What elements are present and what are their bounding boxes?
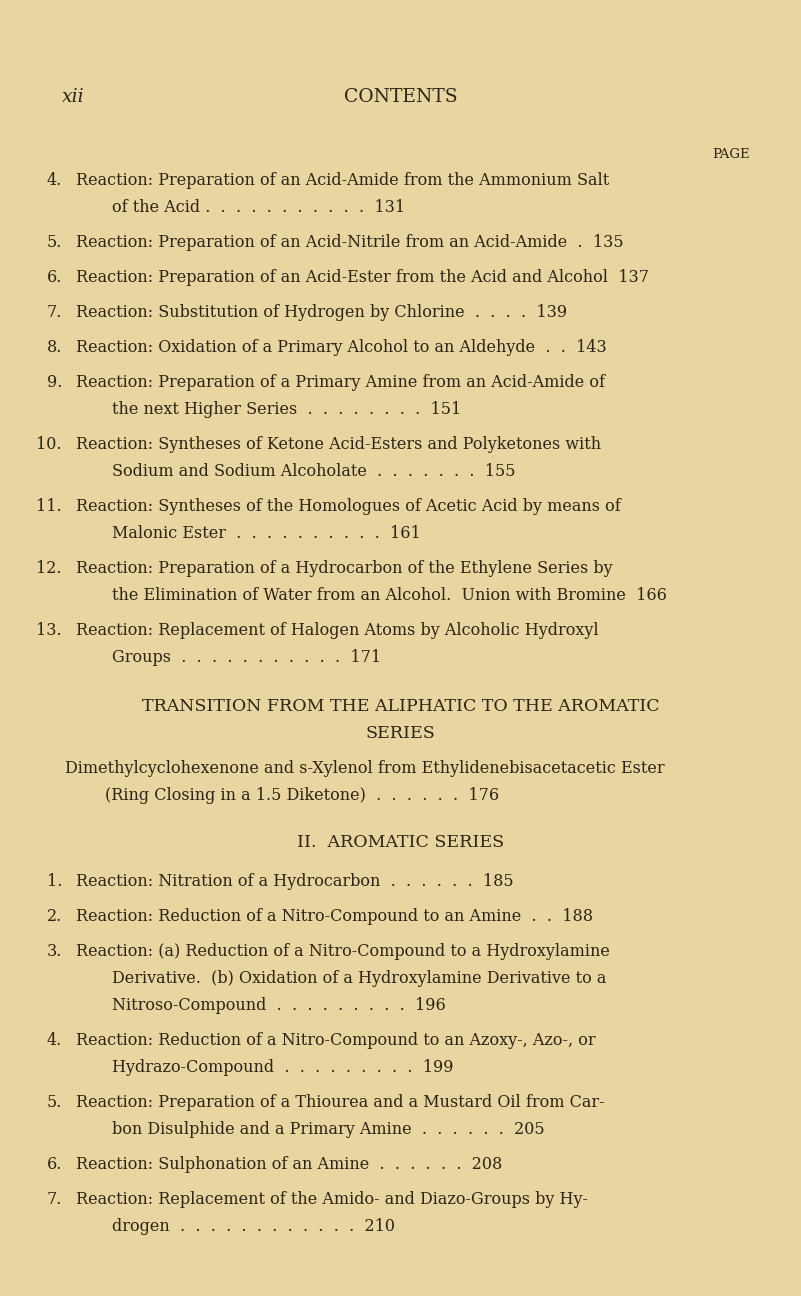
- Text: xii: xii: [62, 88, 85, 106]
- Text: 12.: 12.: [37, 560, 62, 577]
- Text: (Ring Closing in a 1.5 Diketone)  .  .  .  .  .  .  176: (Ring Closing in a 1.5 Diketone) . . . .…: [105, 787, 499, 804]
- Text: the Elimination of Water from an Alcohol.  Union with Bromine  166: the Elimination of Water from an Alcohol…: [112, 587, 667, 604]
- Text: Reaction: Preparation of an Acid-Ester from the Acid and Alcohol  137: Reaction: Preparation of an Acid-Ester f…: [76, 270, 649, 286]
- Text: 11.: 11.: [36, 498, 62, 515]
- Text: Reaction: Replacement of Halogen Atoms by Alcoholic Hydroxyl: Reaction: Replacement of Halogen Atoms b…: [76, 622, 598, 639]
- Text: Reaction: Preparation of a Thiourea and a Mustard Oil from Car-: Reaction: Preparation of a Thiourea and …: [76, 1094, 605, 1111]
- Text: PAGE: PAGE: [712, 148, 750, 161]
- Text: Reaction: Oxidation of a Primary Alcohol to an Aldehyde  .  .  143: Reaction: Oxidation of a Primary Alcohol…: [76, 340, 606, 356]
- Text: SERIES: SERIES: [365, 724, 436, 743]
- Text: 10.: 10.: [37, 435, 62, 454]
- Text: II.  AROMATIC SERIES: II. AROMATIC SERIES: [297, 835, 504, 851]
- Text: Sodium and Sodium Alcoholate  .  .  .  .  .  .  .  155: Sodium and Sodium Alcoholate . . . . . .…: [112, 463, 516, 480]
- Text: Groups  .  .  .  .  .  .  .  .  .  .  .  171: Groups . . . . . . . . . . . 171: [112, 649, 381, 666]
- Text: Reaction: Preparation of a Primary Amine from an Acid-Amide of: Reaction: Preparation of a Primary Amine…: [76, 375, 605, 391]
- Text: Reaction: Nitration of a Hydrocarbon  .  .  .  .  .  .  185: Reaction: Nitration of a Hydrocarbon . .…: [76, 874, 513, 890]
- Text: 6.: 6.: [46, 1156, 62, 1173]
- Text: 3.: 3.: [46, 943, 62, 960]
- Text: Malonic Ester  .  .  .  .  .  .  .  .  .  .  161: Malonic Ester . . . . . . . . . . 161: [112, 525, 421, 542]
- Text: 7.: 7.: [46, 305, 62, 321]
- Text: Reaction: Preparation of a Hydrocarbon of the Ethylene Series by: Reaction: Preparation of a Hydrocarbon o…: [76, 560, 613, 577]
- Text: 6.: 6.: [46, 270, 62, 286]
- Text: 13.: 13.: [36, 622, 62, 639]
- Text: Reaction: Syntheses of the Homologues of Acetic Acid by means of: Reaction: Syntheses of the Homologues of…: [76, 498, 621, 515]
- Text: Reaction: Preparation of an Acid-Nitrile from an Acid-Amide  .  135: Reaction: Preparation of an Acid-Nitrile…: [76, 235, 624, 251]
- Text: 4.: 4.: [46, 172, 62, 189]
- Text: 2.: 2.: [46, 908, 62, 925]
- Text: 5.: 5.: [46, 235, 62, 251]
- Text: Reaction: Preparation of an Acid-Amide from the Ammonium Salt: Reaction: Preparation of an Acid-Amide f…: [76, 172, 610, 189]
- Text: of the Acid .  .  .  .  .  .  .  .  .  .  .  131: of the Acid . . . . . . . . . . . 131: [112, 200, 405, 216]
- Text: 9.: 9.: [46, 375, 62, 391]
- Text: 8.: 8.: [46, 340, 62, 356]
- Text: 1.: 1.: [46, 874, 62, 890]
- Text: Reaction: Reduction of a Nitro-Compound to an Amine  .  .  188: Reaction: Reduction of a Nitro-Compound …: [76, 908, 593, 925]
- Text: drogen  .  .  .  .  .  .  .  .  .  .  .  .  210: drogen . . . . . . . . . . . . 210: [112, 1218, 395, 1235]
- Text: Reaction: Sulphonation of an Amine  .  .  .  .  .  .  208: Reaction: Sulphonation of an Amine . . .…: [76, 1156, 502, 1173]
- Text: CONTENTS: CONTENTS: [344, 88, 457, 106]
- Text: the next Higher Series  .  .  .  .  .  .  .  .  151: the next Higher Series . . . . . . . . 1…: [112, 400, 461, 419]
- Text: Reaction: (a) Reduction of a Nitro-Compound to a Hydroxylamine: Reaction: (a) Reduction of a Nitro-Compo…: [76, 943, 610, 960]
- Text: TRANSITION FROM THE ALIPHATIC TO THE AROMATIC: TRANSITION FROM THE ALIPHATIC TO THE ARO…: [142, 699, 659, 715]
- Text: 5.: 5.: [46, 1094, 62, 1111]
- Text: bon Disulphide and a Primary Amine  .  .  .  .  .  .  205: bon Disulphide and a Primary Amine . . .…: [112, 1121, 545, 1138]
- Text: Nitroso-Compound  .  .  .  .  .  .  .  .  .  196: Nitroso-Compound . . . . . . . . . 196: [112, 997, 445, 1013]
- Text: Dimethylcyclohexenone and s-Xylenol from Ethylidenebisacetacetic Ester: Dimethylcyclohexenone and s-Xylenol from…: [65, 759, 665, 778]
- Text: Reaction: Reduction of a Nitro-Compound to an Azoxy-, Azo-, or: Reaction: Reduction of a Nitro-Compound …: [76, 1032, 596, 1048]
- Text: Hydrazo-Compound  .  .  .  .  .  .  .  .  .  199: Hydrazo-Compound . . . . . . . . . 199: [112, 1059, 453, 1076]
- Text: 4.: 4.: [46, 1032, 62, 1048]
- Text: Reaction: Substitution of Hydrogen by Chlorine  .  .  .  .  139: Reaction: Substitution of Hydrogen by Ch…: [76, 305, 567, 321]
- Text: Derivative.  (b) Oxidation of a Hydroxylamine Derivative to a: Derivative. (b) Oxidation of a Hydroxyla…: [112, 969, 606, 988]
- Text: Reaction: Syntheses of Ketone Acid-Esters and Polyketones with: Reaction: Syntheses of Ketone Acid-Ester…: [76, 435, 601, 454]
- Text: 7.: 7.: [46, 1191, 62, 1208]
- Text: Reaction: Replacement of the Amido- and Diazo-Groups by Hy-: Reaction: Replacement of the Amido- and …: [76, 1191, 588, 1208]
